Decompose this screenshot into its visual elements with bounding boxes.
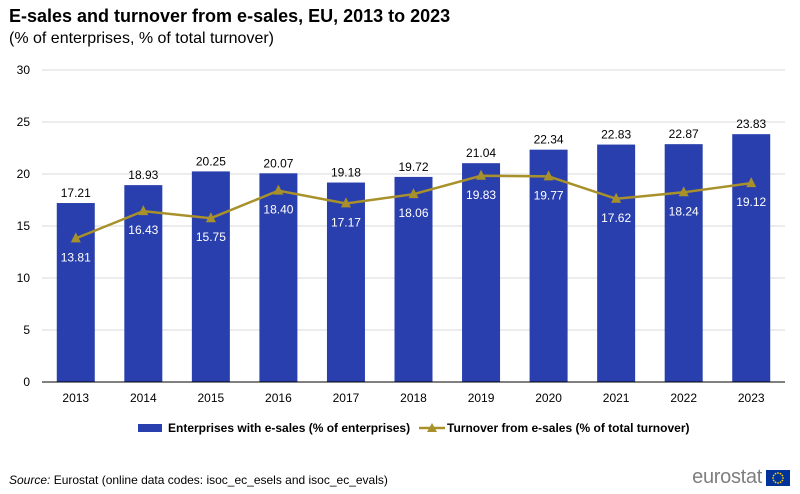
bar-value-label: 22.34 [534,133,564,147]
line-marker [476,169,487,180]
y-tick-label: 5 [23,323,30,337]
legend-label-bar: Enterprises with e-sales (% of enterpris… [168,421,410,435]
flag-star [777,471,779,474]
bar-value-label: 21.04 [466,146,496,160]
line-value-label: 16.43 [128,223,158,237]
flag-star [774,480,777,483]
chart-subtitle: (% of enterprises, % of total turnover) [9,30,274,47]
line-marker [205,212,216,223]
flag-star [781,474,784,476]
line-series [70,169,757,243]
bar [259,173,298,382]
bar [462,163,501,382]
x-tick-label: 2019 [468,391,495,405]
flag-star [772,476,774,479]
source-note: Source: Eurostat (online data codes: iso… [9,473,388,487]
line-data-labels: 13.81 16.43 15.75 18.40 17.17 18.06 19.83 19.77… [61,188,767,265]
line-marker [138,205,149,216]
x-tick-label: 2014 [130,391,157,405]
legend-label-line: Turnover from e-sales (% of total turnov… [447,421,689,435]
bar-series [56,134,771,382]
bar-value-label: 19.72 [398,160,428,174]
line-value-label: 13.81 [61,250,91,264]
flag-star [777,481,779,484]
bar [664,144,703,382]
x-tick-label: 2016 [265,391,292,405]
bar-value-label: 22.83 [601,128,631,142]
legend-swatch-bar [138,424,162,432]
bar [529,149,568,382]
bar [326,182,365,382]
line-marker [340,197,351,208]
x-tick-label: 2022 [670,391,697,405]
x-tick-label: 2015 [198,391,225,405]
bar-value-label: 20.07 [263,156,293,170]
flag-star [782,476,784,479]
line-value-label: 17.62 [601,211,631,225]
x-tick-label: 2017 [333,391,360,405]
line-marker [746,177,757,188]
x-tick-label: 2023 [738,391,765,405]
y-axis-ticks: 0 5 10 15 20 25 30 [17,63,31,389]
line-value-label: 18.24 [669,204,699,218]
flag-star [774,472,777,475]
line-marker [611,192,622,203]
line-marker [408,188,419,199]
y-tick-label: 20 [17,167,31,181]
y-tick-label: 25 [17,115,31,129]
bar-value-label: 17.21 [61,186,91,200]
x-tick-label: 2013 [62,391,89,405]
bar-value-label: 20.25 [196,154,226,168]
bar-data-labels: 17.21 18.93 20.25 20.07 19.18 19.72 21.04 22.34… [61,117,767,200]
line-marker [273,184,284,195]
y-tick-label: 0 [23,375,30,389]
bar [732,134,771,382]
y-tick-label: 10 [17,271,31,285]
line-value-label: 19.12 [736,195,766,209]
flag-star [781,479,784,481]
bar [394,176,433,382]
bar [597,144,636,382]
bar [191,171,230,382]
eu-flag-icon [766,469,790,486]
chart-title: E-sales and turnover from e-sales, EU, 2… [9,6,451,26]
bar [124,185,163,382]
bar-value-label: 19.18 [331,166,361,180]
brand-wordmark: eurostat [692,466,762,488]
bar [56,203,95,382]
flag-star [772,474,775,476]
line-marker [678,186,689,197]
y-tick-label: 30 [17,63,31,77]
x-axis: 2013 2014 2015 2016 2017 2018 2019 2020 2021 2022… [42,381,785,405]
eurostat-logo: eurostat [692,466,790,489]
line-value-label: 15.75 [196,230,226,244]
flag-star [779,472,782,475]
line-value-label: 18.40 [263,203,293,217]
x-tick-label: 2018 [400,391,427,405]
y-tick-label: 15 [17,219,31,233]
flag-star [779,480,782,483]
line-marker [70,232,81,243]
flag-star [772,479,775,481]
x-tick-label: 2020 [535,391,562,405]
legend: Enterprises with e-sales (% of enterpris… [138,421,689,435]
line-value-label: 18.06 [398,206,428,220]
legend-marker-triangle [427,423,437,432]
source-text: Eurostat (online data codes: isoc_ec_ese… [50,473,388,487]
source-label: Source: [9,473,51,487]
bar-value-label: 22.87 [669,127,699,141]
x-tick-label: 2021 [603,391,630,405]
bar-value-label: 18.93 [128,168,158,182]
line-value-label: 17.17 [331,215,361,229]
line-value-label: 19.83 [466,188,496,202]
line-value-label: 19.77 [534,188,564,202]
bar-value-label: 23.83 [736,117,766,131]
line-marker [543,170,554,181]
